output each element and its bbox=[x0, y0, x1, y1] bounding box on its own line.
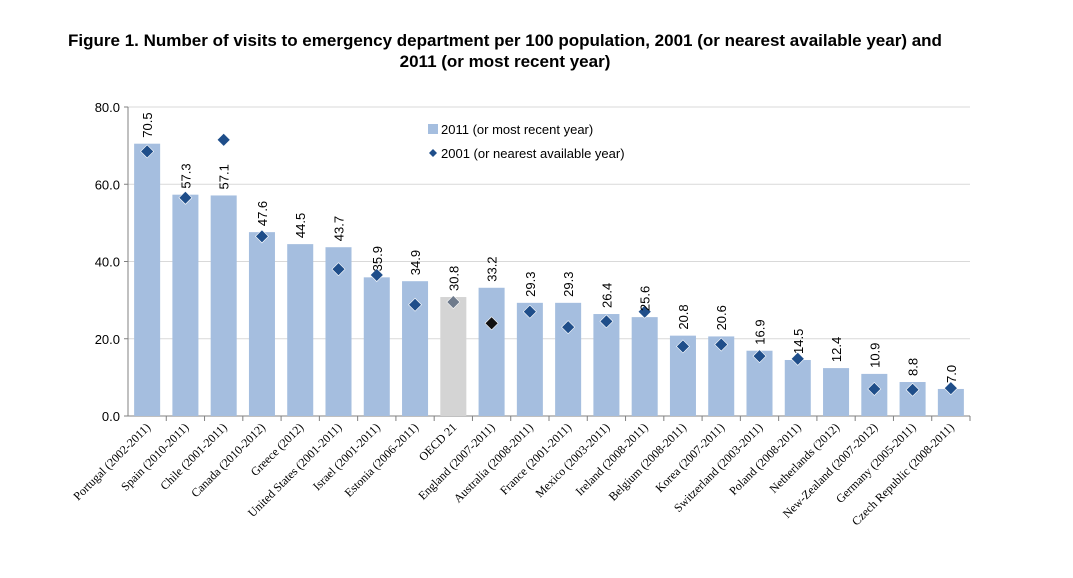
data-label: 29.3 bbox=[523, 272, 538, 297]
data-label: 34.9 bbox=[408, 250, 423, 275]
data-label: 12.4 bbox=[829, 337, 844, 362]
data-label: 20.8 bbox=[676, 304, 691, 329]
data-label: 57.3 bbox=[178, 163, 193, 188]
data-labels: 70.5 57.3 57.1 47.6 44.5 43.7 35.9 34.9 30.8 33.2… bbox=[140, 112, 959, 383]
marker bbox=[140, 144, 155, 159]
x-axis-labels: Portugal (2002-2011)Spain (2010-2011)Chi… bbox=[70, 416, 971, 528]
marker bbox=[943, 381, 958, 396]
marker bbox=[676, 339, 690, 354]
data-label: 16.9 bbox=[753, 319, 768, 344]
marker bbox=[522, 304, 537, 319]
bar bbox=[516, 302, 543, 416]
marker bbox=[178, 190, 193, 205]
marker bbox=[752, 349, 767, 364]
legend-bar-swatch bbox=[428, 124, 438, 134]
x-tick-label: Chile (2001-2011) bbox=[157, 420, 230, 493]
x-tick-label: Israel (2001-2011) bbox=[310, 420, 383, 493]
data-label: 35.9 bbox=[370, 246, 385, 271]
bar bbox=[478, 287, 505, 416]
bar bbox=[784, 359, 811, 416]
x-tick-label: Korea (2007-2011) bbox=[652, 420, 727, 495]
marker bbox=[446, 295, 461, 309]
bar bbox=[823, 368, 850, 416]
marker bbox=[408, 297, 422, 312]
y-tick-label: 40.0 bbox=[95, 255, 120, 270]
marker bbox=[714, 337, 729, 352]
data-label: 70.5 bbox=[140, 112, 155, 137]
marker bbox=[637, 304, 652, 319]
marker bbox=[484, 316, 499, 331]
bar bbox=[440, 297, 467, 416]
data-label: 14.5 bbox=[791, 329, 806, 354]
bar bbox=[210, 195, 237, 416]
data-label: 29.3 bbox=[561, 272, 576, 297]
y-tick-label: 60.0 bbox=[95, 177, 120, 192]
marker bbox=[369, 268, 384, 282]
x-tick-label: Netherlands (2012) bbox=[767, 420, 843, 496]
bar bbox=[172, 194, 199, 416]
legend-marker-label: 2001 (or nearest available year) bbox=[441, 146, 625, 161]
y-tick-label: 20.0 bbox=[95, 332, 120, 347]
data-label: 47.6 bbox=[255, 201, 270, 226]
bar bbox=[593, 314, 620, 416]
y-tick-label: 80.0 bbox=[95, 100, 120, 115]
chart-title: Figure 1. Number of visits to emergency … bbox=[0, 30, 1010, 72]
data-label: 57.1 bbox=[217, 164, 232, 189]
chart-title-line-1: Figure 1. Number of visits to emergency … bbox=[68, 31, 942, 50]
data-label: 43.7 bbox=[332, 216, 347, 241]
bar bbox=[134, 143, 161, 416]
marker bbox=[790, 351, 805, 366]
x-tick-label: Estonia (2006-2011) bbox=[342, 420, 422, 500]
data-label: 30.8 bbox=[446, 266, 461, 291]
legend: 2011 (or most recent year) 2001 (or near… bbox=[428, 122, 625, 161]
bar bbox=[248, 232, 275, 416]
bar bbox=[631, 317, 658, 416]
data-label: 33.2 bbox=[485, 256, 500, 281]
marker bbox=[216, 132, 231, 147]
data-label: 44.5 bbox=[293, 213, 308, 238]
legend-bar-label: 2011 (or most recent year) bbox=[441, 122, 593, 137]
marker bbox=[867, 382, 882, 396]
bar bbox=[363, 277, 390, 416]
marker bbox=[905, 382, 920, 397]
data-label: 25.6 bbox=[638, 286, 653, 311]
x-tick-label: Spain (2010-2011) bbox=[118, 420, 191, 493]
marker bbox=[599, 314, 614, 329]
y-tick-label: 0.0 bbox=[102, 409, 120, 424]
marker bbox=[331, 262, 346, 277]
chart-title-line-2: 2011 (or most recent year) bbox=[399, 52, 611, 71]
data-label: 8.8 bbox=[906, 358, 921, 376]
data-label: 7.0 bbox=[944, 365, 959, 383]
marker bbox=[255, 229, 269, 244]
bar bbox=[287, 244, 314, 416]
marker bbox=[561, 320, 576, 335]
markers bbox=[140, 132, 958, 397]
legend-marker-swatch bbox=[429, 149, 437, 157]
data-label: 10.9 bbox=[867, 343, 882, 368]
data-label: 20.6 bbox=[714, 305, 729, 330]
data-label: 26.4 bbox=[599, 283, 614, 308]
bar bbox=[555, 302, 582, 416]
